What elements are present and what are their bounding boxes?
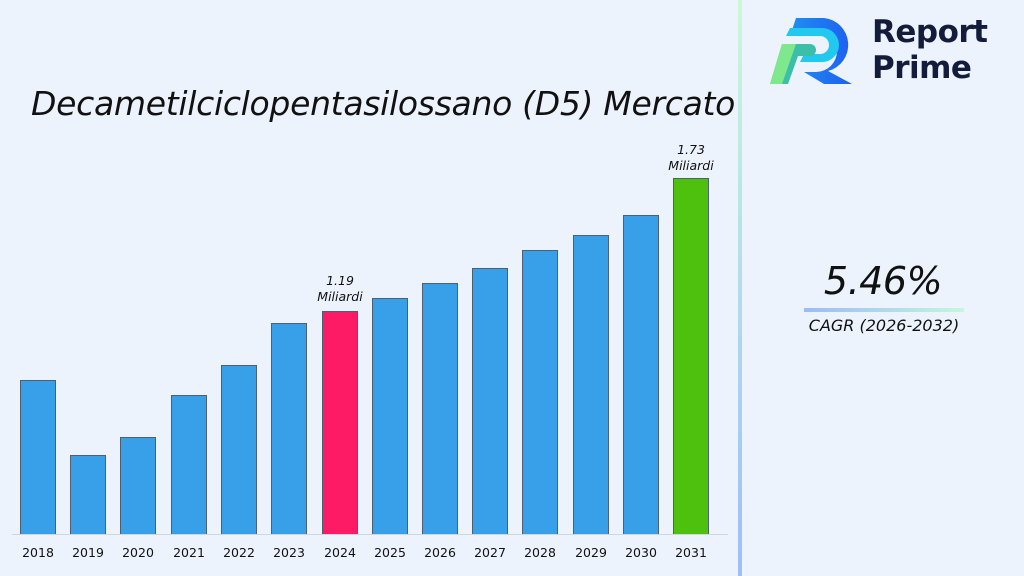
x-tick-label: 2024 [324, 545, 356, 560]
report-prime-logo-icon [770, 18, 852, 84]
bar-2018 [20, 380, 56, 534]
x-tick-label: 2020 [122, 545, 154, 560]
x-tick-label: 2019 [72, 545, 104, 560]
bar-label-value: 1.73 [677, 142, 705, 157]
bar-2020 [120, 437, 156, 534]
cagr-underline [804, 308, 964, 312]
chart-title: Decametilciclopentasilossano (D5) Mercat… [31, 84, 736, 123]
bar-2028 [522, 250, 558, 534]
x-tick-label: 2027 [474, 545, 506, 560]
bar-2022 [221, 365, 257, 534]
x-tick-label: 2026 [424, 545, 456, 560]
x-tick-label: 2021 [173, 545, 205, 560]
report-prime-logo: Report Prime [768, 14, 1008, 90]
x-tick-label: 2028 [524, 545, 556, 560]
cagr-label: CAGR (2026-2032) [808, 316, 960, 335]
brand-name: Report Prime [872, 14, 988, 86]
x-tick-label: 2031 [675, 545, 707, 560]
bar-label-2031: 1.73 Miliardi [651, 142, 731, 174]
x-tick-label: 2022 [223, 545, 255, 560]
bar-2024 [322, 311, 358, 534]
x-tick-label: 2023 [273, 545, 305, 560]
bar-2027 [472, 268, 508, 534]
bar-label-unit: Miliardi [317, 289, 363, 304]
brand-line-1: Report [872, 14, 988, 50]
bar-2021 [171, 395, 207, 534]
x-tick-label: 2029 [575, 545, 607, 560]
brand-line-2: Prime [872, 50, 972, 86]
x-axis-line [12, 534, 728, 535]
x-tick-label: 2030 [625, 545, 657, 560]
bar-label-value: 1.19 [326, 273, 354, 288]
x-tick-label: 2018 [22, 545, 54, 560]
bar-label-2024: 1.19 Miliardi [300, 273, 380, 305]
bar-2031 [673, 178, 709, 534]
bar-2026 [422, 283, 458, 534]
bar-chart: 1.19 Miliardi 1.73 Miliardi 2018 2019 2020… [12, 142, 731, 560]
x-tick-label: 2025 [374, 545, 406, 560]
vertical-divider [738, 0, 742, 576]
bar-2023 [271, 323, 307, 534]
bar-2025 [372, 298, 408, 534]
bar-2030 [623, 215, 659, 534]
bar-label-unit: Miliardi [668, 158, 714, 173]
bar-2029 [573, 235, 609, 534]
cagr-value: 5.46% [823, 259, 943, 303]
bar-2019 [70, 455, 106, 534]
